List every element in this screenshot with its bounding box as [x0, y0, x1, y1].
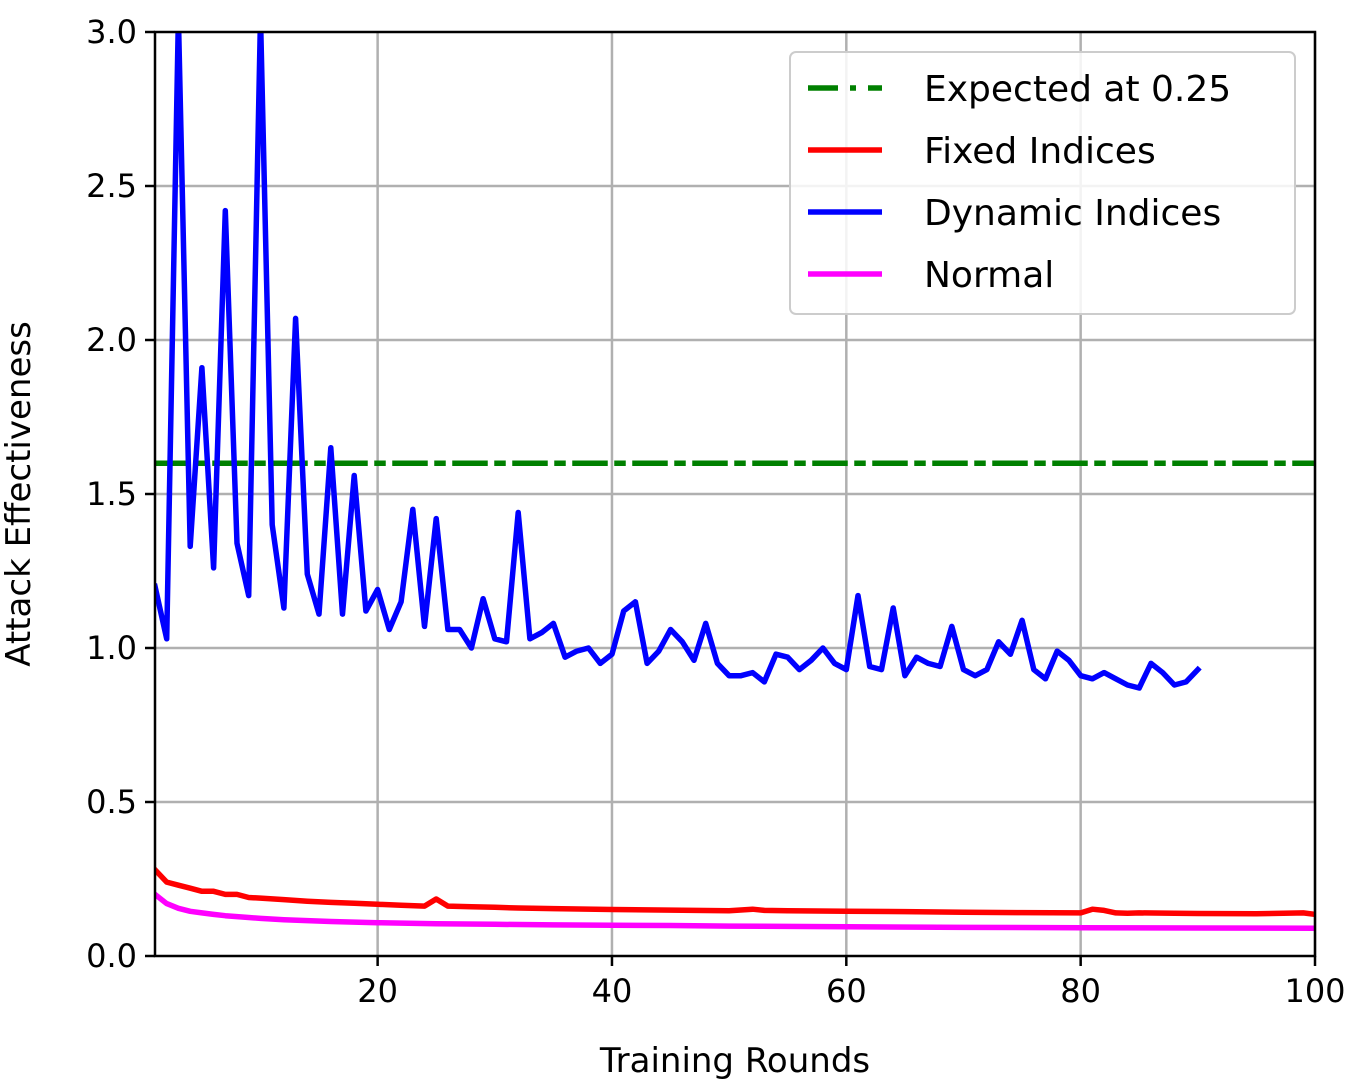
plot-area: [155, 32, 1315, 932]
y-tick-label: 1.0: [86, 629, 137, 667]
series-line-dynamic-indices: [155, 32, 1202, 691]
y-axis-label: Attack Effectiveness: [0, 321, 39, 667]
y-tick-label: 2.5: [86, 167, 137, 205]
legend-label-fixed-indices: Fixed Indices: [924, 131, 1156, 172]
y-tick-label: 0.5: [86, 783, 137, 821]
y-tick-label: 3.0: [86, 13, 137, 51]
x-tick-label: 40: [592, 972, 633, 1010]
x-tick-label: 20: [357, 972, 398, 1010]
legend-label-normal: Normal: [924, 255, 1054, 296]
legend-box: [789, 51, 1296, 315]
y-tick-label: 2.0: [86, 321, 137, 359]
y-tick-label: 1.5: [86, 475, 137, 513]
legend-label-expected-at-0-25: Expected at 0.25: [924, 69, 1231, 110]
x-axis-label: Training Rounds: [599, 1041, 870, 1081]
series-line-normal: [155, 890, 1315, 932]
series-line-fixed-indices: [155, 865, 1315, 918]
y-tick-label: 0.0: [86, 937, 137, 975]
x-tick-label: 80: [1060, 972, 1101, 1010]
axis-ticks: 20 40 60 80 100 0.0 0.5 1.0 1.5 2.0 2.5 3.0: [86, 13, 1345, 1010]
legend: Expected at 0.25 Fixed Indices Dynamic Ind…: [789, 51, 1296, 315]
x-tick-label: 60: [826, 972, 867, 1010]
x-tick-label: 100: [1284, 972, 1345, 1010]
legend-label-dynamic-indices: Dynamic Indices: [924, 193, 1221, 234]
